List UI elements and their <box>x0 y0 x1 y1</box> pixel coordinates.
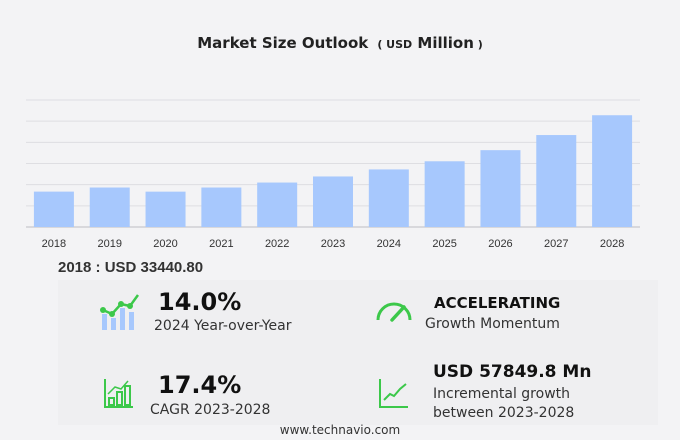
yoy-label: 2024 Year-over-Year <box>154 318 292 334</box>
unit-million: Million <box>412 34 474 52</box>
unit-usd: USD <box>386 38 413 51</box>
x-tick-label: 2027 <box>544 238 568 250</box>
bar-2026 <box>480 150 521 227</box>
x-tick-label: 2026 <box>488 238 512 250</box>
title-text: Market Size Outlook <box>197 34 369 52</box>
bar-2018 <box>33 191 74 227</box>
incremental-label-2: between 2023-2028 <box>433 405 575 421</box>
base-year-value: 2018 : USD 33440.80 <box>58 259 204 276</box>
bar-2023 <box>313 176 353 227</box>
bar-2025 <box>424 161 465 227</box>
incremental-label-1: Incremental growth <box>433 386 571 402</box>
kpi-panel <box>58 280 658 425</box>
momentum-value: ACCELERATING <box>434 294 561 312</box>
bar-2024 <box>368 169 409 227</box>
cagr-label: CAGR 2023-2028 <box>150 402 271 418</box>
x-tick-label: 2022 <box>265 238 289 250</box>
bar-2028 <box>592 115 633 227</box>
bar-chart-icon <box>104 379 133 408</box>
unit-prefix: ( <box>377 38 387 51</box>
speedometer-icon <box>376 302 412 322</box>
x-tick-label: 2019 <box>97 238 121 250</box>
x-tick-label: 2020 <box>153 238 177 250</box>
chart-title: Market Size Outlook ( USD Million ) <box>0 34 680 52</box>
bar-chart: 2018 2019 2020 2021 2022 2023 2024 2025 2026 2027… <box>26 99 640 250</box>
x-tick-label: 2021 <box>209 238 233 250</box>
bar-line-growth-icon <box>100 294 140 330</box>
bar-2020 <box>145 191 186 227</box>
momentum-label: Growth Momentum <box>425 316 560 332</box>
bar-2027 <box>536 135 577 227</box>
incremental-value: USD 57849.8 Mn <box>433 362 592 382</box>
unit-suffix: ) <box>473 38 483 51</box>
yoy-value: 14.0% <box>158 288 242 316</box>
x-tick-label: 2028 <box>600 238 624 250</box>
x-tick-label: 2025 <box>432 238 456 250</box>
bar-2022 <box>257 182 298 227</box>
unit-label: ( USD <box>373 38 412 51</box>
bar-2021 <box>201 187 242 227</box>
x-tick-label: 2024 <box>377 238 401 250</box>
cagr-value: 17.4% <box>158 371 242 399</box>
bar-2019 <box>89 187 130 227</box>
x-tick-label: 2018 <box>42 238 66 250</box>
x-tick-label: 2023 <box>321 238 345 250</box>
footer-url[interactable]: www.technavio.com <box>279 423 401 437</box>
trend-line-icon <box>379 379 408 408</box>
